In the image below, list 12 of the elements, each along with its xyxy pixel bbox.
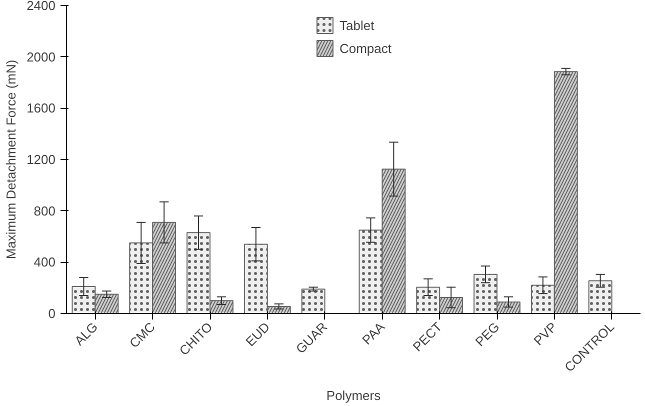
x-tick-label: PAA xyxy=(359,318,388,348)
y-tick-label: 1200 xyxy=(26,152,56,167)
x-axis-title: Polymers xyxy=(326,388,382,404)
y-tick-label: 400 xyxy=(34,254,56,270)
y-axis-title: Maximum Detachment Force (mN) xyxy=(4,60,19,260)
y-tick-label: 2400 xyxy=(26,0,56,13)
y-tick-label: 1600 xyxy=(26,100,56,116)
y-tick-label: 0 xyxy=(48,306,56,321)
legend-label: Tablet xyxy=(339,18,374,32)
y-tick-label: 2000 xyxy=(26,49,56,64)
y-tick-label: 800 xyxy=(34,203,56,218)
legend-label: Compact xyxy=(339,40,392,56)
